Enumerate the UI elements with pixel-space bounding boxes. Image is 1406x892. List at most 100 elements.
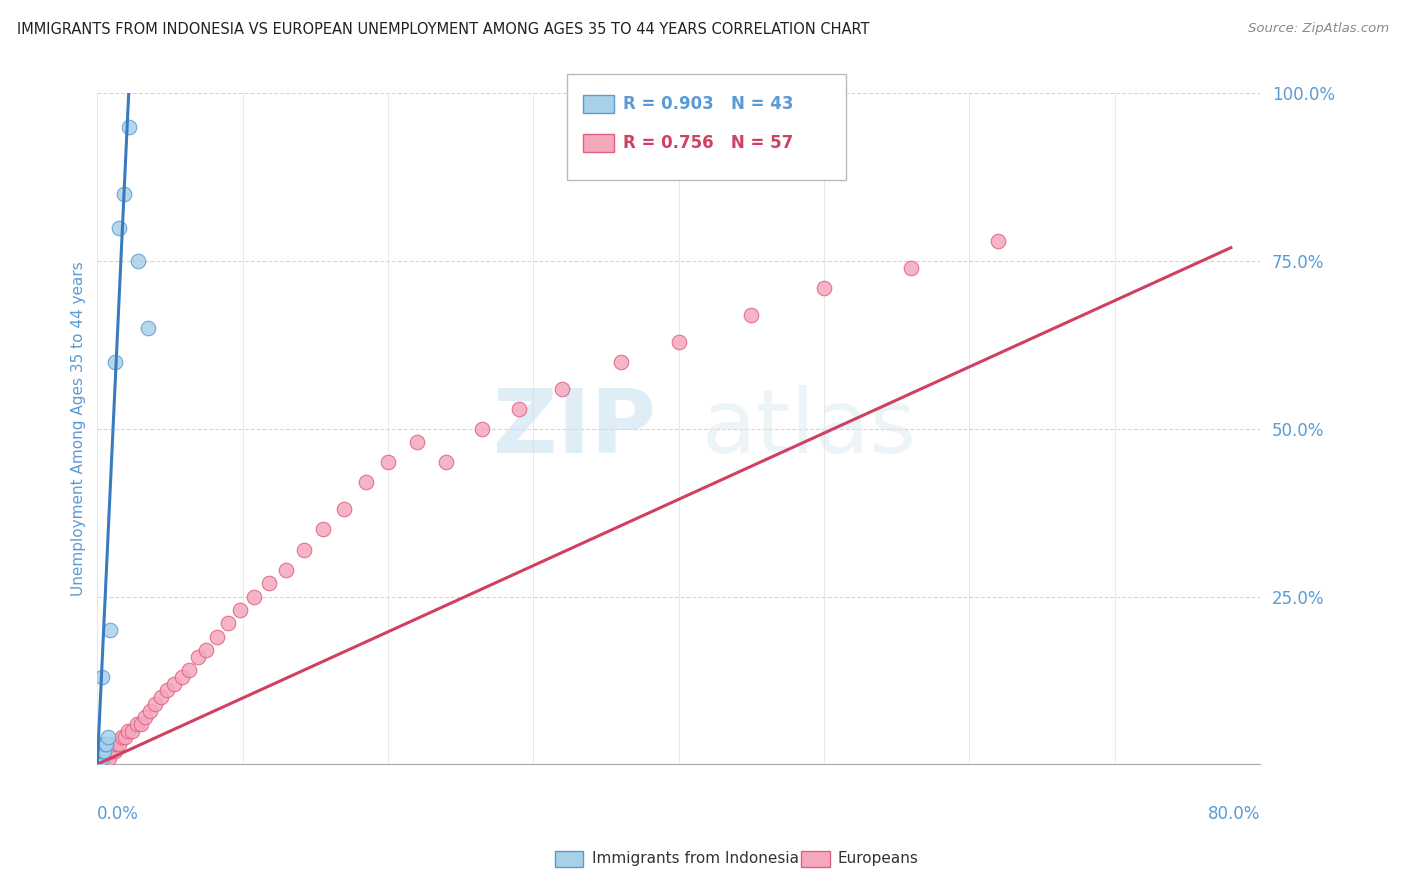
Point [87, 744, 110, 758]
Point [229, 603, 252, 617]
Point [104, 355, 127, 369]
Point [205, 630, 228, 644]
Point [121, 723, 143, 738]
Point [87, 750, 110, 764]
Text: R = 0.903   N = 43: R = 0.903 N = 43 [623, 95, 793, 113]
Point [354, 475, 377, 490]
Point [89, 750, 111, 764]
Point [129, 717, 152, 731]
Point [91, 737, 114, 751]
Text: R = 0.756   N = 57: R = 0.756 N = 57 [623, 134, 793, 152]
Point [90, 750, 112, 764]
Point [87, 744, 110, 758]
Point [96, 731, 118, 745]
Point [434, 455, 457, 469]
Text: atlas: atlas [702, 385, 917, 473]
Point [108, 220, 131, 235]
Point [87, 750, 110, 764]
Point [90, 744, 112, 758]
Point [91, 744, 114, 758]
Point [90, 750, 112, 764]
Point [89, 744, 111, 758]
Text: 80.0%: 80.0% [1208, 805, 1260, 822]
Point [217, 616, 239, 631]
Point [111, 731, 134, 745]
Point [91, 670, 114, 684]
Point [276, 563, 298, 577]
Point [257, 576, 280, 591]
Point [89, 750, 111, 764]
Point [104, 744, 127, 758]
Point [406, 435, 429, 450]
Point [87, 744, 110, 758]
Point [90, 744, 112, 758]
Point [377, 455, 399, 469]
Point [195, 643, 218, 657]
Point [170, 670, 193, 684]
Point [136, 321, 159, 335]
Point [93, 737, 115, 751]
Point [87, 750, 110, 764]
Point [89, 750, 111, 764]
Point [96, 744, 118, 758]
Point [87, 750, 110, 764]
Point [108, 737, 131, 751]
Y-axis label: Unemployment Among Ages 35 to 44 years: Unemployment Among Ages 35 to 44 years [72, 261, 86, 596]
Point [93, 744, 115, 758]
Text: 0.0%: 0.0% [97, 805, 139, 822]
Point [98, 750, 121, 764]
Point [87, 750, 110, 764]
Point [100, 623, 122, 637]
Point [134, 710, 156, 724]
Point [125, 717, 148, 731]
Text: Immigrants from Indonesia: Immigrants from Indonesia [592, 851, 799, 865]
Text: ZIP: ZIP [492, 385, 655, 473]
Point [87, 750, 110, 764]
Point [87, 750, 110, 764]
Point [101, 744, 124, 758]
Point [90, 744, 112, 758]
Point [90, 744, 112, 758]
Point [900, 260, 922, 275]
Point [90, 750, 112, 764]
Point [93, 750, 115, 764]
Point [118, 120, 141, 134]
Point [740, 308, 762, 322]
Point [87, 750, 110, 764]
Point [91, 744, 114, 758]
Text: IMMIGRANTS FROM INDONESIA VS EUROPEAN UNEMPLOYMENT AMONG AGES 35 TO 44 YEARS COR: IMMIGRANTS FROM INDONESIA VS EUROPEAN UN… [17, 22, 869, 37]
Point [90, 744, 112, 758]
Point [87, 744, 110, 758]
Point [177, 664, 200, 678]
Point [90, 750, 112, 764]
Point [89, 744, 111, 758]
Point [87, 750, 110, 764]
Point [138, 704, 160, 718]
Point [105, 737, 128, 751]
Point [609, 355, 631, 369]
Point [150, 690, 173, 705]
Point [311, 523, 333, 537]
Point [94, 744, 117, 758]
Point [89, 750, 111, 764]
Point [86, 744, 108, 758]
Point [87, 750, 110, 764]
Point [89, 744, 111, 758]
Point [91, 744, 114, 758]
Point [103, 737, 125, 751]
Point [187, 649, 209, 664]
Text: Source: ZipAtlas.com: Source: ZipAtlas.com [1249, 22, 1389, 36]
Point [117, 723, 139, 738]
Point [987, 234, 1010, 248]
Point [156, 683, 179, 698]
Point [163, 677, 186, 691]
Point [668, 334, 690, 349]
Point [89, 750, 111, 764]
Text: Europeans: Europeans [838, 851, 920, 865]
Point [89, 744, 111, 758]
Point [145, 697, 167, 711]
Point [100, 744, 122, 758]
Point [89, 744, 111, 758]
Point [292, 542, 315, 557]
Point [89, 744, 111, 758]
